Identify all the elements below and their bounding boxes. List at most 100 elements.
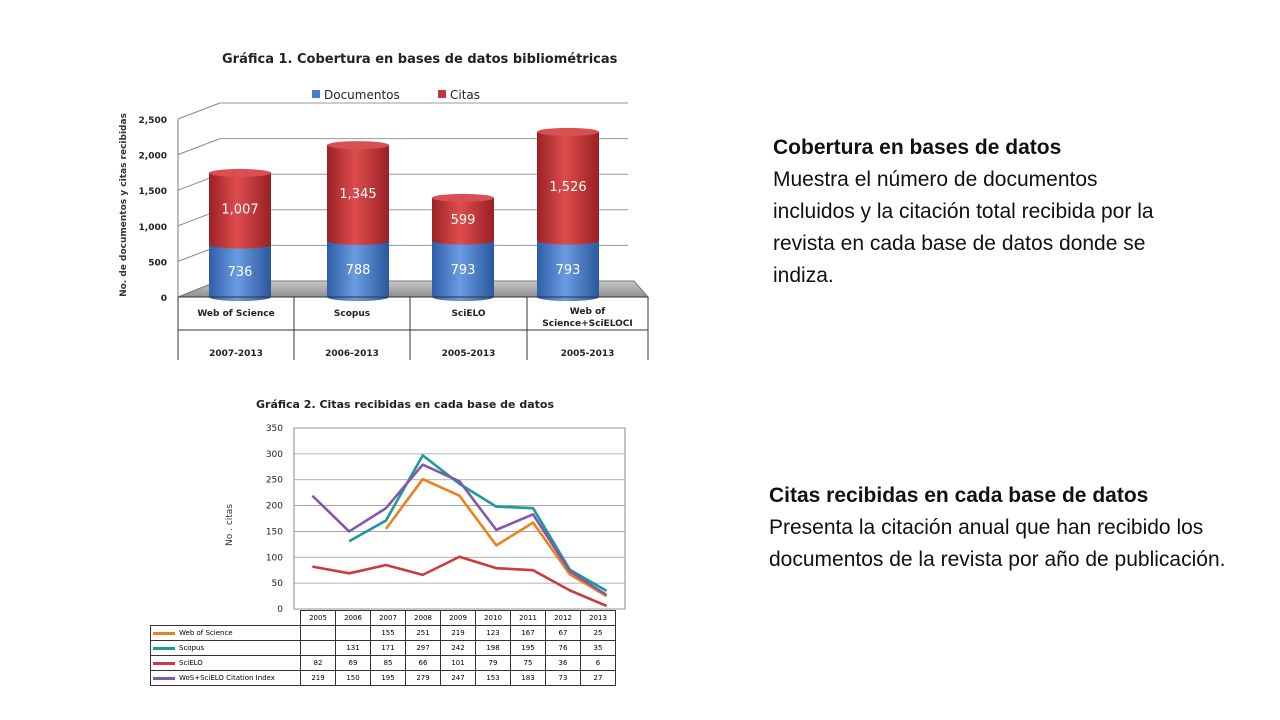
chart2-data-cell: 219	[300, 670, 336, 686]
chart2-data-cell: 123	[475, 625, 511, 641]
chart1-bar-cap	[537, 127, 599, 136]
chart2-y-tick-label: 100	[266, 553, 283, 563]
chart1-bar-citas	[327, 145, 389, 245]
chart1-legend-label: Documentos	[324, 88, 400, 102]
chart2-series-line	[384, 477, 608, 598]
chart2-data-cell: 35	[580, 640, 616, 656]
chart2-legend-key	[153, 661, 175, 665]
chart1-title: Gráfica 1. Cobertura en bases de datos b…	[222, 52, 618, 67]
chart1-data-label: 736	[228, 265, 253, 280]
chart1-legend-label: Citas	[450, 88, 480, 102]
chart2-x-tick-label: 2012	[545, 610, 581, 626]
chart2-series-name: Web of Science	[179, 629, 233, 637]
chart1-category-label: Science+SciELOCI	[542, 319, 632, 329]
chart2-plot-area	[293, 427, 626, 610]
chart1-data-label: 793	[451, 263, 476, 278]
chart1-bar-citas	[537, 131, 599, 245]
chart2-data-cell: 195	[370, 670, 406, 686]
chart2-data-cell: 251	[405, 625, 441, 641]
chart2-x-tick-label: 2005	[300, 610, 336, 626]
chart2-series-name: Scopus	[179, 644, 205, 652]
chart1-data-label: 793	[556, 263, 581, 278]
chart1-bar-cap	[432, 193, 494, 202]
chart2-series-line	[312, 555, 608, 608]
chart1-data-label: 788	[346, 263, 371, 278]
chart1-bar-cap	[327, 141, 389, 150]
chart2-series-line	[311, 463, 608, 597]
chart2-x-tick-label: 2006	[335, 610, 371, 626]
chart2-y-tick-label: 350	[266, 424, 283, 434]
chart1-bar-documentos	[209, 244, 271, 301]
chart1-category-label: Web of	[570, 307, 605, 317]
chart2-legend-entry: Scopus	[150, 640, 301, 656]
chart2-data-cell: 247	[440, 670, 476, 686]
chart2-table-row: SciELO 82 69 85 66 101 79 75 36 6	[150, 655, 616, 671]
chart2-legend-entry: WoS+SciELO Citation Index	[150, 670, 301, 686]
chart2-y-tick-label: 50	[272, 579, 284, 589]
chart2-y-axis-label: No . citas	[225, 504, 235, 546]
chart2-data-cell: 76	[545, 640, 581, 656]
chart1-bar-citas	[209, 172, 271, 249]
chart2-data-cell: 101	[440, 655, 476, 671]
chart1-bar-documentos	[537, 240, 599, 301]
chart2-data-cell: 279	[405, 670, 441, 686]
chart1-y-tick-label: 0	[161, 294, 167, 304]
chart2-legend-key	[153, 676, 175, 680]
chart2-data-cell: 67	[545, 625, 581, 641]
chart2-y-tick-label: 200	[266, 502, 283, 512]
chart2-data-cell: 66	[405, 655, 441, 671]
chart2-data-cell: 69	[335, 655, 371, 671]
chart2-x-tick-label: 2009	[440, 610, 476, 626]
citations-description: Citas recibidas en cada base de datos Pr…	[769, 480, 1244, 576]
chart2-title: Gráfica 2. Citas recibidas en cada base …	[256, 398, 555, 411]
chart2-x-tick-label: 2011	[510, 610, 546, 626]
coverage-body: Muestra el número de documentos incluido…	[773, 168, 1154, 287]
chart1-y-tick-label: 1,500	[139, 187, 167, 197]
chart1-bar-documentos	[327, 240, 389, 301]
chart2-legend-entry: Web of Science	[150, 625, 301, 641]
chart2-data-cell: 153	[475, 670, 511, 686]
chart1-y-tick-label: 2,500	[139, 116, 167, 126]
chart2-x-tick-label: 2007	[370, 610, 406, 626]
chart1-period-label: 2005-2013	[561, 349, 615, 359]
coverage-description: Cobertura en bases de datos Muestra el n…	[773, 132, 1173, 292]
chart1-y-tick-label: 2,000	[139, 152, 167, 162]
chart2-table-row: Scopus 131 171 297 242 198 195 76 35	[150, 640, 616, 656]
chart2-data-cell: 85	[370, 655, 406, 671]
chart2-data-cell: 73	[545, 670, 581, 686]
chart2-data-cell	[335, 625, 371, 641]
chart2-data-cell: 183	[510, 670, 546, 686]
chart1-data-label: 1,526	[549, 180, 586, 195]
chart1-y-axis-label: No. de documentos y citas recibidas	[119, 113, 129, 297]
chart1-y-tick-label: 1,000	[139, 223, 167, 233]
chart2-legend-key	[153, 646, 175, 650]
chart2-x-tick-label: 2008	[405, 610, 441, 626]
chart2-y-tick-label: 150	[266, 527, 283, 537]
chart2-y-tick-label: 0	[277, 605, 283, 615]
chart2-series-name: WoS+SciELO Citation Index	[179, 674, 275, 682]
coverage-heading: Cobertura en bases de datos	[773, 136, 1062, 159]
chart1-data-label: 1,007	[221, 203, 258, 218]
chart2-data-cell: 219	[440, 625, 476, 641]
chart2-data-cell: 6	[580, 655, 616, 671]
chart2-data-cell: 167	[510, 625, 546, 641]
chart2-x-tick-label: 2010	[475, 610, 511, 626]
chart2-data-cell: 25	[580, 625, 616, 641]
chart2-data-cell: 75	[510, 655, 546, 671]
chart1-category-label: Scopus	[334, 309, 370, 319]
chart1-bar-cap	[209, 168, 271, 177]
chart2-data-cell: 27	[580, 670, 616, 686]
chart1-bar-documentos	[432, 240, 494, 301]
chart2-legend-key	[153, 631, 175, 635]
chart2-data-cell: 155	[370, 625, 406, 641]
chart2-table-row: WoS+SciELO Citation Index 219 150 195 279 247…	[150, 670, 616, 686]
chart1-bar-citas	[432, 197, 494, 245]
chart2-data-cell: 150	[335, 670, 371, 686]
chart1-period-label: 2007-2013	[209, 349, 263, 359]
chart1-legend-swatch	[438, 90, 446, 98]
chart2-data-cell: 82	[300, 655, 336, 671]
chart2-series-name: SciELO	[179, 659, 203, 667]
chart2-data-cell: 79	[475, 655, 511, 671]
